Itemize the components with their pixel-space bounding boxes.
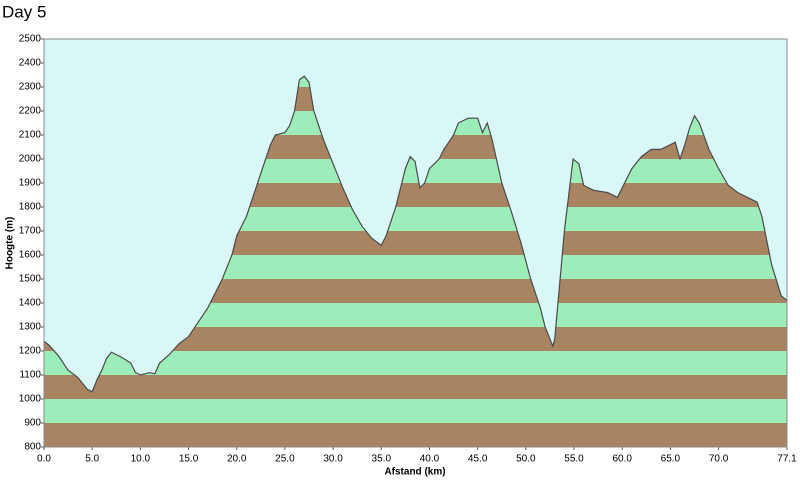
x-tick-label: 70.0 (709, 454, 729, 465)
x-tick-label: 45.0 (468, 454, 488, 465)
x-tick-label: 50.0 (516, 454, 536, 465)
x-tick-label: 25.0 (275, 454, 295, 465)
x-tick-label: 40.0 (420, 454, 440, 465)
chart-title: Day 5 (2, 2, 46, 21)
y-tick-label: 800 (24, 442, 41, 453)
y-tick-label: 1300 (19, 322, 42, 333)
x-tick-label: 77.1 (777, 454, 797, 465)
elevation-band (44, 375, 787, 399)
x-tick-label: 10.0 (131, 454, 151, 465)
y-tick-label: 1200 (19, 346, 42, 357)
x-tick-label: 30.0 (323, 454, 343, 465)
x-tick-label: 65.0 (661, 454, 681, 465)
x-tick-label: 35.0 (372, 454, 392, 465)
y-axis-label: Hoogte (m) (5, 217, 16, 270)
x-tick-label: 15.0 (179, 454, 199, 465)
y-tick-label: 1000 (19, 394, 42, 405)
y-tick-label: 900 (24, 418, 41, 429)
x-axis-label: Afstand (km) (384, 467, 445, 478)
y-tick-label: 1700 (19, 226, 42, 237)
y-tick-label: 2300 (19, 82, 42, 93)
y-tick-label: 2000 (19, 154, 42, 165)
y-tick-label: 1100 (19, 370, 41, 381)
x-tick-label: 60.0 (612, 454, 632, 465)
x-tick-label: 0.0 (37, 454, 51, 465)
y-tick-label: 1800 (19, 202, 42, 213)
y-tick-label: 2500 (19, 34, 42, 45)
elevation-line (43, 75, 788, 393)
x-tick-label: 5.0 (85, 454, 99, 465)
x-tick-label: 20.0 (227, 454, 247, 465)
elevation-band (44, 399, 787, 423)
plot-frame (43, 38, 788, 448)
y-tick-label: 1600 (19, 250, 42, 261)
y-tick-label: 2400 (19, 58, 42, 69)
x-tick-label: 55.0 (564, 454, 584, 465)
y-tick-label: 1900 (19, 178, 42, 189)
y-tick-label: 2200 (19, 106, 42, 117)
elevation-band (44, 423, 787, 447)
y-tick-label: 1400 (19, 298, 42, 309)
y-tick-label: 2100 (19, 130, 42, 141)
y-tick-label: 1500 (19, 274, 42, 285)
